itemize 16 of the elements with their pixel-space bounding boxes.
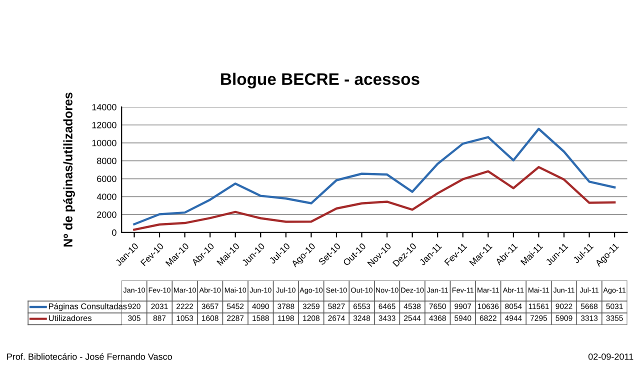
text: Prof. Bibliotecário - José Fernando Vasco	[7, 353, 172, 360]
y-tick-label: 6000	[97, 176, 116, 182]
legend-label: Páginas Consultadas	[48, 303, 127, 311]
y-tick-label: 14000	[92, 104, 116, 110]
y-axis-title: Nº de páginas/utilizadores	[63, 92, 75, 247]
chart-title: Blogue BECRE - acessos	[221, 72, 420, 88]
line-series	[133, 166, 616, 231]
legend-label: Utilizadores	[48, 314, 92, 322]
y-tick-label: 2000	[97, 212, 116, 218]
y-tick-label: 8000	[97, 158, 116, 164]
line-series	[133, 128, 616, 226]
y-tick-label: 12000	[92, 122, 116, 128]
y-tick-label: 0	[112, 229, 116, 236]
y-tick-label: 10000	[92, 140, 116, 146]
text: 02-09-2011	[588, 353, 634, 360]
y-tick-label: 4000	[96, 194, 116, 200]
